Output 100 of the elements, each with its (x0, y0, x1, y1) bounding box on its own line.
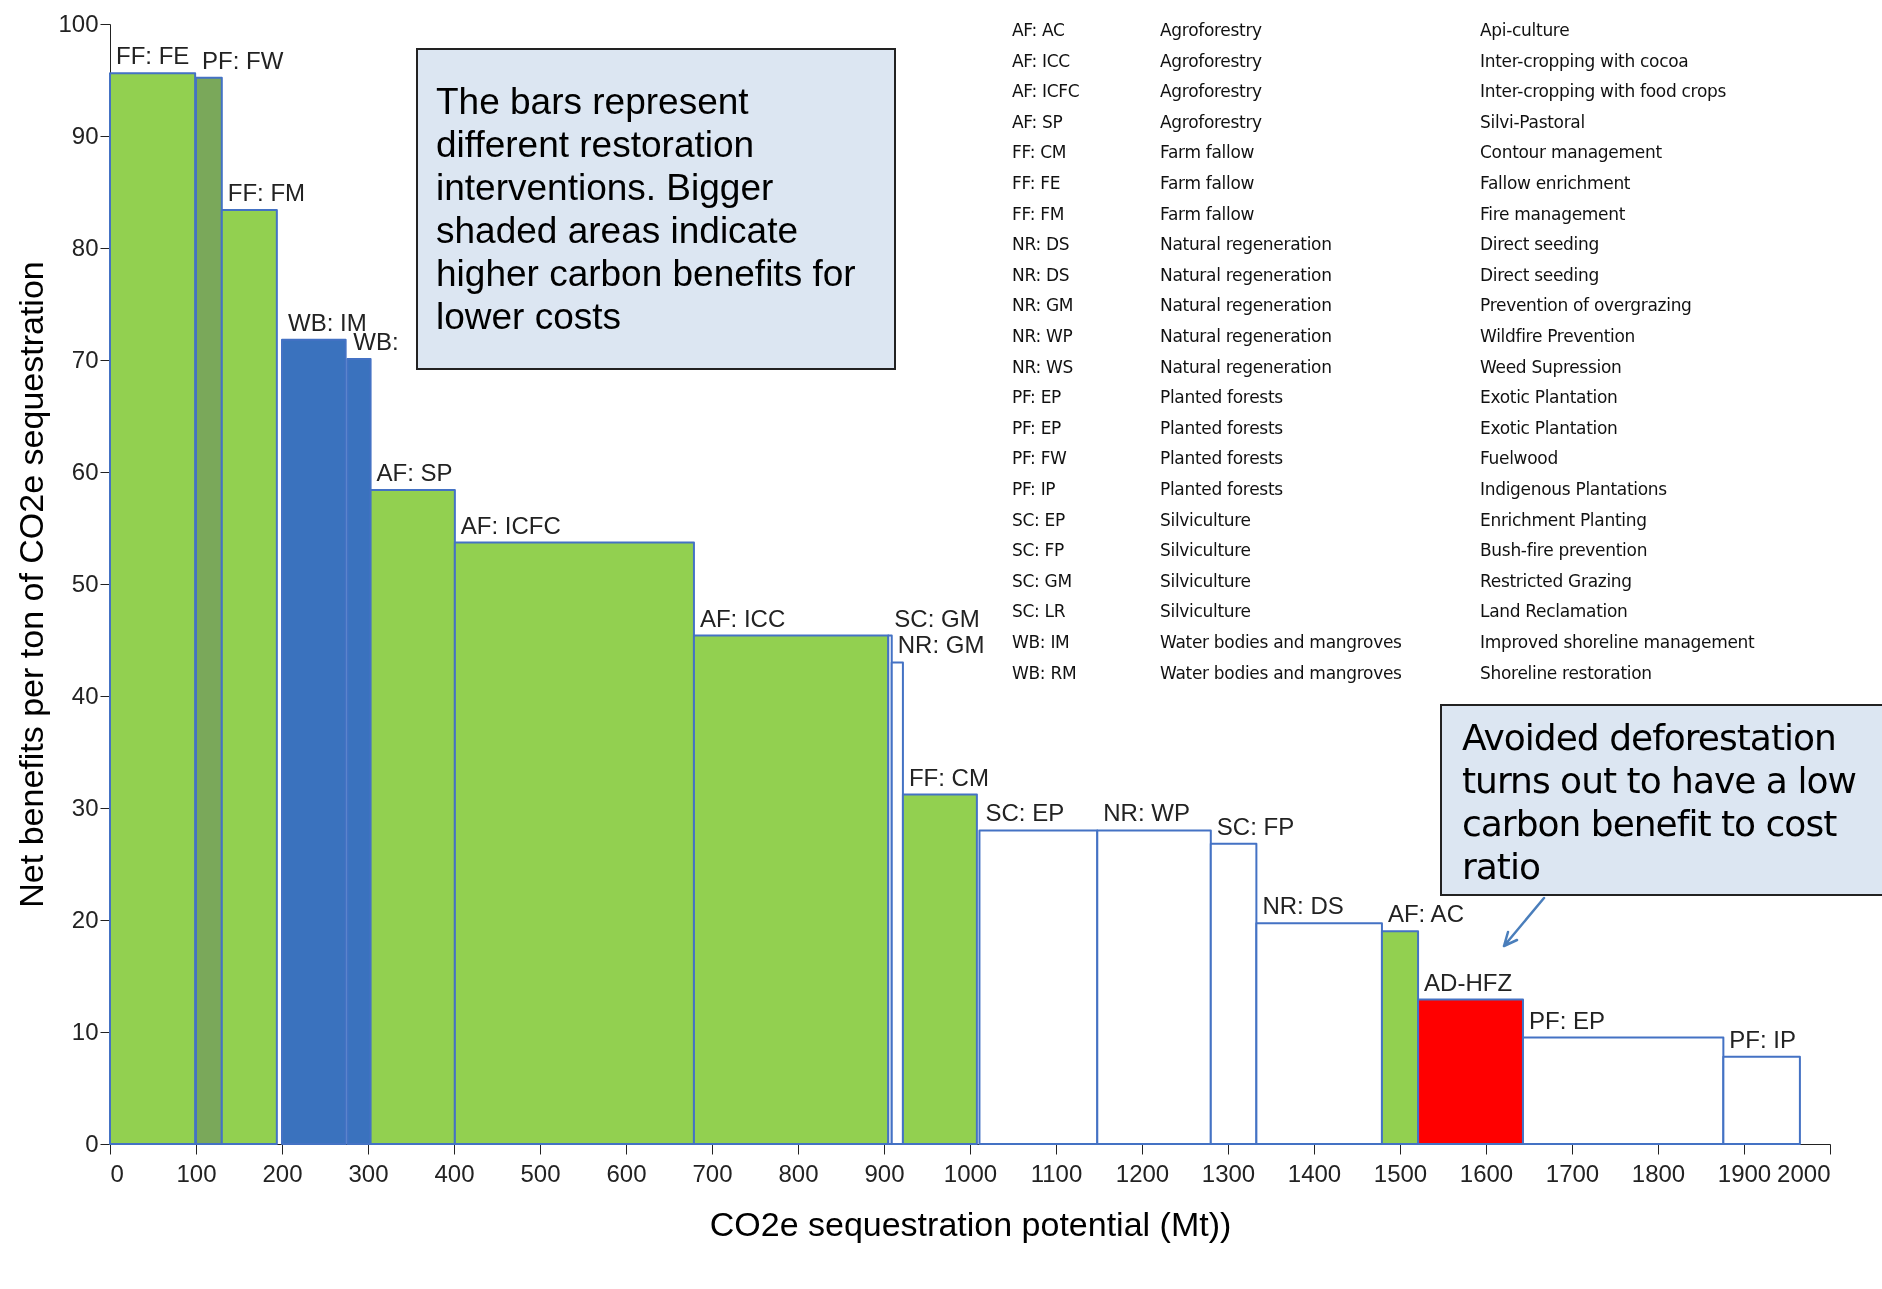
x-tick-label: 1100 (1030, 1159, 1083, 1187)
x-tick-label: 600 (606, 1159, 647, 1187)
x-tick-label: 700 (692, 1159, 733, 1187)
series-label: AF: SP (376, 458, 453, 486)
annotation: Prevention of overgrazing (1480, 295, 1692, 316)
annotation: NR: DS (1012, 234, 1070, 255)
y-tick-label: 10 (71, 1017, 99, 1045)
annotation: Exotic Plantation (1480, 417, 1618, 438)
y-tick-label: 80 (71, 233, 99, 261)
annotation: NR: WS (1012, 356, 1073, 377)
series-label: PF: IP (1729, 1025, 1797, 1053)
series-label: SC: EP (985, 799, 1065, 827)
annotation: Inter-cropping with food crops (1480, 81, 1727, 102)
series-label: PF: FW (202, 46, 284, 74)
annotation: SC: LR (1012, 601, 1066, 622)
annotation: AF: ICC (1012, 50, 1070, 71)
annotation: Farm fallow (1160, 142, 1255, 163)
x-tick-label: 1500 (1373, 1159, 1428, 1187)
annotation: Api-culture (1480, 20, 1570, 40)
y-tick-label: 70 (71, 345, 99, 373)
y-tick-label: 30 (71, 793, 99, 821)
annotation: Bush-fire prevention (1480, 540, 1648, 561)
annotation: Agroforestry (1160, 50, 1262, 71)
series-label: FF: CM (908, 763, 989, 791)
y-tick-label: 0 (85, 1129, 99, 1157)
annotation: Silvi-Pastoral (1480, 111, 1585, 132)
annotation: Avoided deforestation turns out to have a low carbon benefit to cost ratio (1440, 704, 1882, 896)
annotation: Planted forests (1160, 417, 1283, 438)
annotation: AF: AC (1012, 20, 1065, 40)
annotation: Agroforestry (1160, 20, 1262, 40)
annotation: Weed Supression (1480, 356, 1622, 377)
annotation: Direct seeding (1480, 264, 1599, 285)
annotation: Indigenous Plantations (1480, 479, 1667, 499)
x-tick-label: 400 (434, 1159, 475, 1187)
series-label: NR: GM (897, 631, 985, 659)
x-tick-label: 500 (520, 1159, 561, 1187)
annotation: PF: EP (1012, 417, 1062, 438)
legend-label: AF: AC (1387, 900, 1464, 928)
annotation: FF: FE (1012, 173, 1061, 193)
annotation: The bars represent different restoration interventions. Bigger shaded areas indicate higher carbon benefits for lower costs (416, 48, 896, 370)
series-label: AD-HFZ (1424, 968, 1513, 996)
annotation: AF: ICFC (1012, 81, 1080, 102)
annotation: Fuelwood (1480, 448, 1558, 469)
series-label: FF: FE (116, 42, 190, 70)
x-tick-label: 100 (176, 1159, 217, 1187)
annotation: FF: FM (1012, 203, 1065, 224)
annotation: Agroforestry (1160, 81, 1262, 102)
annotation: Silviculture (1160, 509, 1251, 530)
annotation: Exotic Plantation (1480, 387, 1618, 408)
series-label: AF: ICC (699, 604, 786, 632)
series-label: NR: WP (1103, 799, 1190, 827)
annotation: NR: GM (1012, 295, 1074, 316)
annotation: Contour management (1480, 142, 1662, 163)
annotation: PF: IP (1012, 479, 1056, 499)
annotation: Fire management (1480, 203, 1626, 224)
annotation: Shoreline restoration (1480, 662, 1652, 683)
x-tick-label: 300 (348, 1159, 389, 1187)
annotation: Natural regeneration (1160, 295, 1332, 316)
x-tick-label: 200 (262, 1159, 303, 1187)
annotation: NR: WP (1012, 326, 1073, 346)
annotation: Water bodies and mangroves (1160, 662, 1402, 683)
x-tick-label: 1900 (1717, 1159, 1772, 1187)
y-tick-label: 50 (71, 569, 99, 597)
annotation: Agroforestry (1160, 111, 1262, 132)
annotation: AF: SP (1012, 111, 1063, 132)
annotation: WB: RM (1012, 662, 1077, 683)
series-label: SC: FP (1216, 812, 1295, 840)
annotation: Silviculture (1160, 570, 1251, 591)
annotation: Farm fallow (1160, 203, 1255, 224)
y-tick-label: 20 (71, 905, 99, 933)
x-tick-label: 0 (110, 1159, 124, 1187)
y-tick-label: 60 (71, 457, 99, 485)
x-tick-label: 1000 (943, 1159, 998, 1187)
series-label: AF: ICFC (460, 511, 561, 539)
annotation: SC: EP (1012, 509, 1065, 530)
annotation: PF: EP (1012, 387, 1062, 408)
annotation: WB: IM (1012, 632, 1070, 652)
annotation: Land Reclamation (1480, 601, 1628, 622)
series-label: PF: EP (1528, 1006, 1606, 1034)
series-label: SC: GM (894, 604, 980, 632)
annotation: Planted forests (1160, 479, 1283, 499)
annotation: Farm fallow (1160, 173, 1255, 193)
annotation: Restricted Grazing (1480, 570, 1632, 591)
x-tick-label: 1600 (1459, 1159, 1514, 1187)
annotation: Fallow enrichment (1480, 173, 1631, 193)
annotation: Enrichment Planting (1480, 509, 1647, 530)
x-tick-label: 1800 (1631, 1159, 1686, 1187)
annotation: SC: FP (1012, 540, 1065, 561)
series-label: NR: DS (1262, 892, 1344, 920)
annotation: SC: GM (1012, 570, 1072, 591)
annotation: Silviculture (1160, 540, 1251, 561)
annotation: Improved shoreline management (1480, 632, 1755, 652)
x-tick-label: 1200 (1115, 1159, 1170, 1187)
x-tick-label: 900 (864, 1159, 905, 1187)
x-axis-title: CO2e sequestration potential (Mt)) (709, 1204, 1232, 1243)
y-axis-title: Net benefits per ton of CO2e sequestration (12, 261, 51, 908)
annotation: Planted forests (1160, 448, 1283, 469)
annotation: Natural regeneration (1160, 356, 1332, 377)
x-tick-label: 800 (778, 1159, 819, 1187)
annotation: Natural regeneration (1160, 326, 1332, 346)
